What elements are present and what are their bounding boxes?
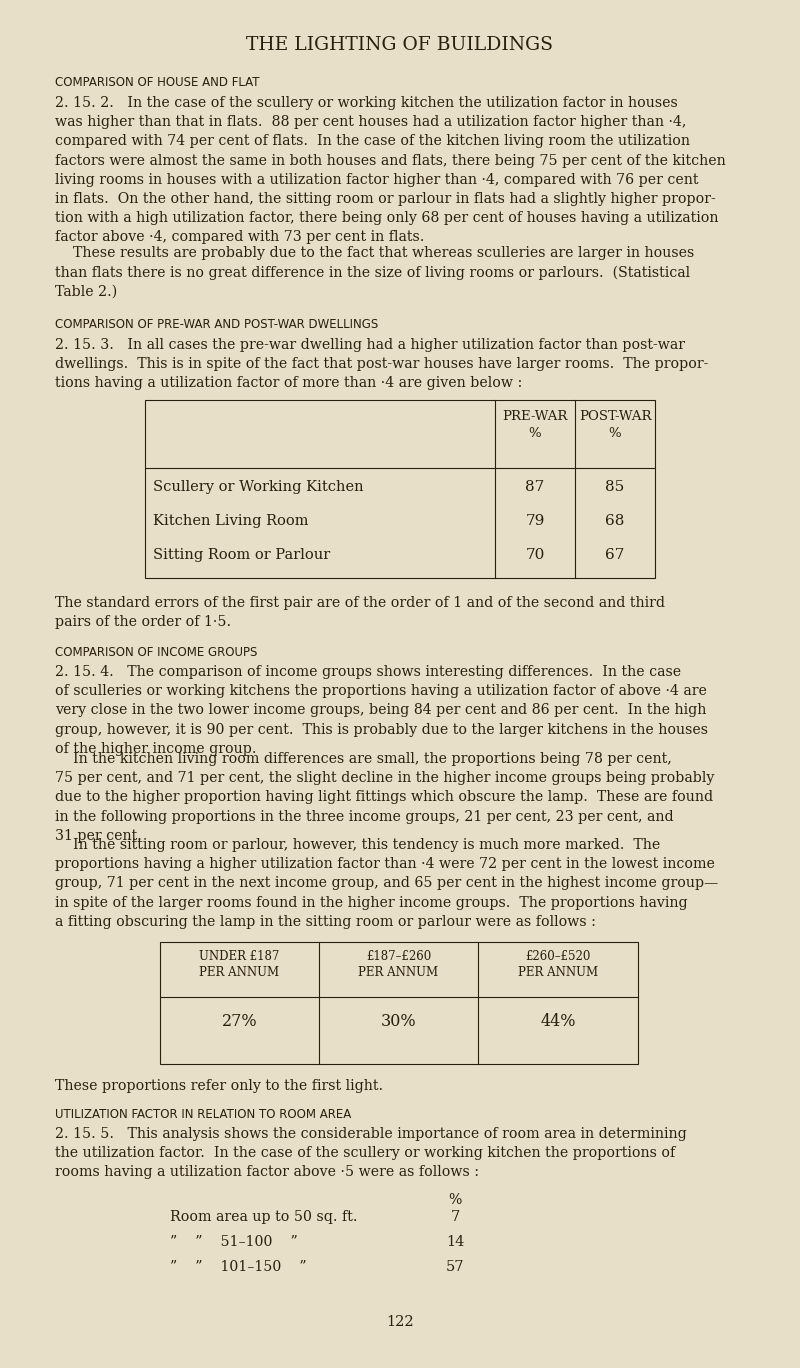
Text: £187–£260
PER ANNUM: £187–£260 PER ANNUM xyxy=(358,949,438,979)
Text: UTILIZATION FACTOR IN RELATION TO ROOM AREA: UTILIZATION FACTOR IN RELATION TO ROOM A… xyxy=(55,1108,351,1120)
Text: 70: 70 xyxy=(526,549,545,562)
Bar xyxy=(145,399,655,579)
Text: COMPARISON OF INCOME GROUPS: COMPARISON OF INCOME GROUPS xyxy=(55,646,258,659)
Text: Room area up to 50 sq. ft.: Room area up to 50 sq. ft. xyxy=(170,1211,358,1224)
Text: COMPARISON OF HOUSE AND FLAT: COMPARISON OF HOUSE AND FLAT xyxy=(55,77,259,89)
Text: In the sitting room or parlour, however, this tendency is much more marked.  The: In the sitting room or parlour, however,… xyxy=(55,839,718,929)
Text: 122: 122 xyxy=(386,1315,414,1328)
Text: 67: 67 xyxy=(606,549,625,562)
Text: 2. 15. 4.   The comparison of income groups shows interesting differences.  In t: 2. 15. 4. The comparison of income group… xyxy=(55,665,708,755)
Text: These proportions refer only to the first light.: These proportions refer only to the firs… xyxy=(55,1079,383,1093)
Text: COMPARISON OF PRE-WAR AND POST-WAR DWELLINGS: COMPARISON OF PRE-WAR AND POST-WAR DWELL… xyxy=(55,317,378,331)
Bar xyxy=(160,943,638,1064)
Text: These results are probably due to the fact that whereas sculleries are larger in: These results are probably due to the fa… xyxy=(55,246,694,300)
Text: 14: 14 xyxy=(446,1235,464,1249)
Text: 68: 68 xyxy=(606,514,625,528)
Text: 2. 15. 3.   In all cases the pre-war dwelling had a higher utilization factor th: 2. 15. 3. In all cases the pre-war dwell… xyxy=(55,338,708,390)
Text: Kitchen Living Room: Kitchen Living Room xyxy=(153,514,309,528)
Text: 2. 15. 2.   In the case of the scullery or working kitchen the utilization facto: 2. 15. 2. In the case of the scullery or… xyxy=(55,96,726,245)
Text: 57: 57 xyxy=(446,1260,464,1274)
Text: 27%: 27% xyxy=(222,1012,258,1030)
Text: £260–£520
PER ANNUM: £260–£520 PER ANNUM xyxy=(518,949,598,979)
Text: THE LIGHTING OF BUILDINGS: THE LIGHTING OF BUILDINGS xyxy=(246,36,554,53)
Text: 30%: 30% xyxy=(381,1012,416,1030)
Text: PRE-WAR
%: PRE-WAR % xyxy=(502,410,568,440)
Text: In the kitchen living room differences are small, the proportions being 78 per c: In the kitchen living room differences a… xyxy=(55,752,714,843)
Text: %: % xyxy=(448,1193,462,1207)
Text: 2. 15. 5.   This analysis shows the considerable importance of room area in dete: 2. 15. 5. This analysis shows the consid… xyxy=(55,1127,686,1179)
Text: Sitting Room or Parlour: Sitting Room or Parlour xyxy=(153,549,330,562)
Text: ”    ”    51–100    ”: ” ” 51–100 ” xyxy=(170,1235,298,1249)
Text: ”    ”    101–150    ”: ” ” 101–150 ” xyxy=(170,1260,306,1274)
Text: Scullery or Working Kitchen: Scullery or Working Kitchen xyxy=(153,480,364,494)
Text: POST-WAR
%: POST-WAR % xyxy=(578,410,651,440)
Text: 85: 85 xyxy=(606,480,625,494)
Text: The standard errors of the first pair are of the order of 1 and of the second an: The standard errors of the first pair ar… xyxy=(55,596,665,629)
Text: 44%: 44% xyxy=(540,1012,576,1030)
Text: 87: 87 xyxy=(526,480,545,494)
Text: 7: 7 xyxy=(450,1211,460,1224)
Text: UNDER £187
PER ANNUM: UNDER £187 PER ANNUM xyxy=(199,949,280,979)
Text: 79: 79 xyxy=(526,514,545,528)
